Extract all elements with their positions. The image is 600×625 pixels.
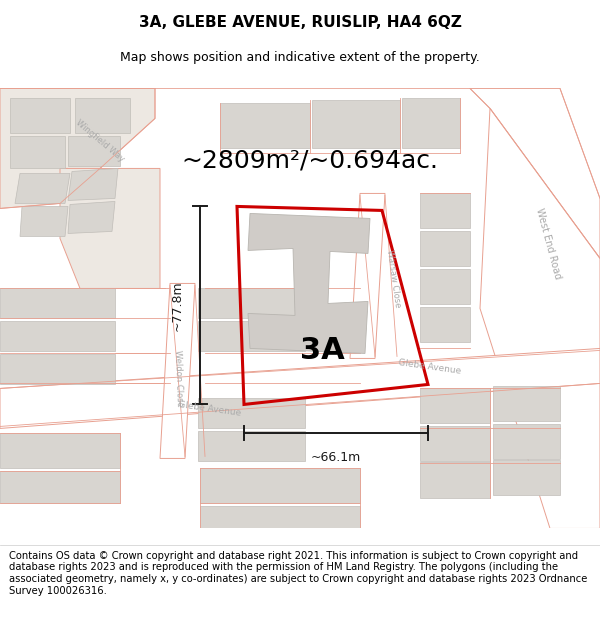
Polygon shape xyxy=(420,462,490,498)
Polygon shape xyxy=(20,206,68,236)
Polygon shape xyxy=(350,194,385,358)
Polygon shape xyxy=(420,194,470,228)
Polygon shape xyxy=(200,506,360,528)
Polygon shape xyxy=(0,354,115,384)
Polygon shape xyxy=(10,98,70,133)
Polygon shape xyxy=(60,168,160,288)
Polygon shape xyxy=(15,173,70,204)
Text: ~77.8m: ~77.8m xyxy=(171,280,184,331)
Polygon shape xyxy=(68,168,118,201)
Polygon shape xyxy=(10,136,65,168)
Text: 3A, GLEBE AVENUE, RUISLIP, HA4 6QZ: 3A, GLEBE AVENUE, RUISLIP, HA4 6QZ xyxy=(139,16,461,31)
Text: 3A: 3A xyxy=(299,336,344,365)
Polygon shape xyxy=(402,98,460,148)
Polygon shape xyxy=(198,431,305,461)
Text: ~66.1m: ~66.1m xyxy=(311,451,361,464)
Polygon shape xyxy=(493,424,560,459)
Polygon shape xyxy=(68,201,115,233)
Text: Contains OS data © Crown copyright and database right 2021. This information is : Contains OS data © Crown copyright and d… xyxy=(9,551,587,596)
Polygon shape xyxy=(200,468,360,503)
Polygon shape xyxy=(75,98,130,133)
Polygon shape xyxy=(420,308,470,342)
Text: Glebe Avenue: Glebe Avenue xyxy=(178,399,242,418)
Polygon shape xyxy=(0,348,600,428)
Polygon shape xyxy=(420,388,490,423)
Polygon shape xyxy=(220,103,310,148)
Polygon shape xyxy=(420,269,470,304)
Text: Weldon Close: Weldon Close xyxy=(173,350,184,407)
Polygon shape xyxy=(160,283,195,458)
Text: Glebe Avenue: Glebe Avenue xyxy=(398,357,462,375)
Polygon shape xyxy=(0,433,120,468)
Polygon shape xyxy=(198,288,305,318)
Text: West End Road: West End Road xyxy=(533,207,562,280)
Text: Wingfield Way: Wingfield Way xyxy=(74,118,126,163)
Polygon shape xyxy=(493,386,560,421)
Polygon shape xyxy=(248,213,370,353)
Polygon shape xyxy=(493,461,560,496)
Polygon shape xyxy=(0,321,115,351)
Polygon shape xyxy=(420,231,470,266)
Polygon shape xyxy=(312,101,400,148)
Text: Map shows position and indicative extent of the property.: Map shows position and indicative extent… xyxy=(120,51,480,64)
Text: ~2809m²/~0.694ac.: ~2809m²/~0.694ac. xyxy=(182,148,439,173)
Polygon shape xyxy=(470,88,600,259)
Polygon shape xyxy=(0,471,120,503)
Polygon shape xyxy=(420,426,490,461)
Polygon shape xyxy=(198,399,305,428)
Polygon shape xyxy=(68,136,120,166)
Polygon shape xyxy=(480,109,600,528)
Text: Warsaw Close: Warsaw Close xyxy=(385,249,403,308)
Polygon shape xyxy=(0,88,155,209)
Polygon shape xyxy=(198,321,305,351)
Polygon shape xyxy=(0,288,115,318)
